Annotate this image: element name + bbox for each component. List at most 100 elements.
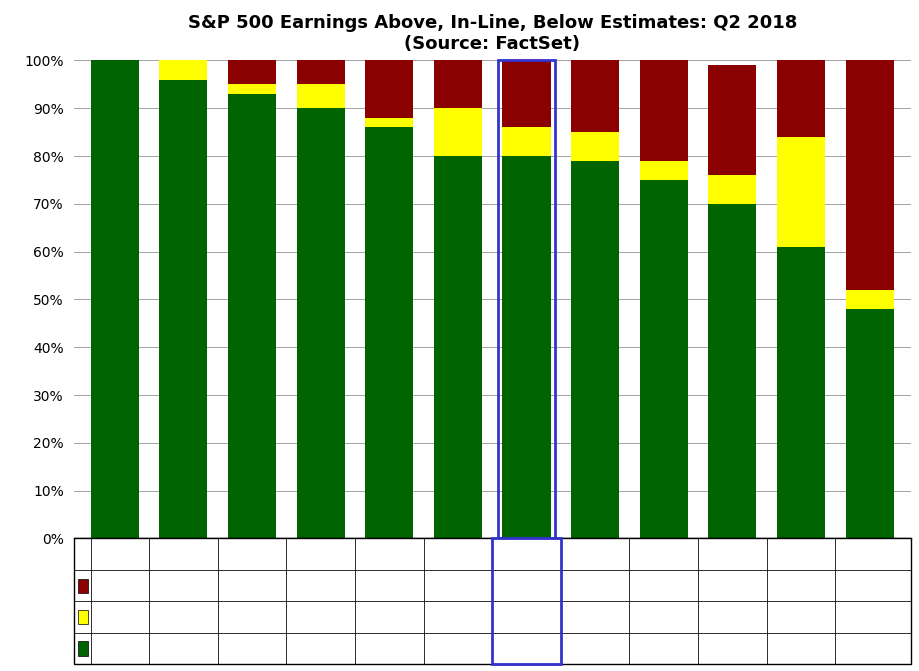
Bar	[629, 570, 698, 601]
Text: Utilities: Utilities	[643, 549, 683, 559]
Bar	[355, 633, 423, 664]
Bar	[91, 60, 139, 538]
Bar	[845, 290, 892, 309]
Bar	[218, 633, 286, 664]
Bar	[228, 94, 276, 538]
Bar	[561, 538, 629, 570]
Text: 23%: 23%	[787, 611, 814, 623]
Bar	[502, 127, 550, 156]
Bar	[296, 60, 345, 85]
Text: Financials: Financials	[706, 549, 757, 559]
Text: 5%: 5%	[311, 579, 330, 592]
Bar	[91, 601, 149, 633]
Bar	[708, 175, 755, 204]
Bar	[355, 538, 423, 570]
Bar	[639, 60, 687, 161]
Bar	[766, 601, 834, 633]
Bar	[218, 538, 286, 570]
Bar	[228, 60, 276, 85]
Bar	[423, 633, 492, 664]
Bar	[766, 570, 834, 601]
Bar	[698, 570, 766, 601]
Bar	[639, 180, 687, 538]
Bar	[492, 538, 561, 664]
Bar	[629, 601, 698, 633]
Text: 100%: 100%	[102, 642, 138, 655]
Bar	[492, 570, 561, 601]
Bar	[218, 601, 286, 633]
Bar	[698, 633, 766, 664]
Text: 5%: 5%	[242, 579, 262, 592]
Bar	[91, 538, 149, 570]
Bar	[149, 538, 218, 570]
Bar	[78, 610, 87, 624]
Bar	[218, 570, 286, 601]
Bar	[497, 60, 555, 538]
Text: 96%: 96%	[169, 642, 197, 655]
Bar	[423, 538, 492, 570]
Bar	[74, 601, 91, 633]
Bar	[74, 633, 91, 664]
Text: 10%: 10%	[444, 579, 471, 592]
Text: 0%: 0%	[173, 579, 193, 592]
Text: 10%: 10%	[444, 611, 471, 623]
Bar	[91, 570, 149, 601]
Bar	[834, 601, 910, 633]
Text: Energy: Energy	[854, 549, 891, 559]
Text: 6%: 6%	[516, 611, 536, 623]
Bar	[502, 156, 550, 538]
Text: Real Estate: Real Estate	[771, 549, 830, 559]
Bar	[91, 633, 149, 664]
Bar	[159, 80, 207, 538]
Text: 80%: 80%	[443, 642, 471, 655]
Bar	[639, 161, 687, 180]
Bar	[434, 156, 482, 538]
Text: 90%: 90%	[306, 642, 335, 655]
Bar	[561, 633, 629, 664]
Bar	[708, 204, 755, 538]
Bar	[777, 247, 824, 538]
Bar	[74, 538, 91, 570]
Bar	[434, 60, 482, 108]
Title: S&P 500 Earnings Above, In-Line, Below Estimates: Q2 2018
(Source: FactSet): S&P 500 Earnings Above, In-Line, Below E…	[187, 15, 796, 53]
Text: In-Line: In-Line	[95, 611, 137, 623]
Bar	[434, 108, 482, 156]
Bar	[296, 108, 345, 538]
Text: Info.
Technology: Info. Technology	[222, 544, 281, 565]
Bar	[149, 570, 218, 601]
Bar	[571, 161, 618, 538]
Bar	[766, 633, 834, 664]
Text: 70%: 70%	[718, 642, 745, 655]
Bar	[365, 118, 413, 127]
Bar	[149, 633, 218, 664]
Bar	[561, 601, 629, 633]
Bar	[777, 60, 824, 137]
Bar	[149, 601, 218, 633]
Text: 86%: 86%	[375, 642, 403, 655]
Bar	[355, 570, 423, 601]
Text: 48%: 48%	[858, 642, 886, 655]
Text: 5%: 5%	[311, 611, 330, 623]
Bar	[159, 60, 207, 80]
Text: Materials: Materials	[434, 549, 482, 559]
Bar	[423, 570, 492, 601]
Bar	[834, 538, 910, 570]
Text: 0%: 0%	[109, 579, 130, 592]
Bar	[698, 538, 766, 570]
Text: Above: Above	[95, 642, 133, 655]
Text: 79%: 79%	[581, 642, 608, 655]
Bar	[708, 65, 755, 175]
Bar	[845, 309, 892, 538]
Bar	[296, 85, 345, 108]
Bar	[492, 633, 561, 664]
Bar	[423, 601, 492, 633]
Text: 23%: 23%	[718, 579, 745, 592]
Bar	[698, 601, 766, 633]
Bar	[571, 132, 618, 161]
Bar	[286, 538, 355, 570]
Bar	[845, 60, 892, 290]
Text: 15%: 15%	[512, 579, 539, 592]
Bar	[228, 85, 276, 94]
Bar	[834, 570, 910, 601]
Bar	[78, 641, 87, 656]
